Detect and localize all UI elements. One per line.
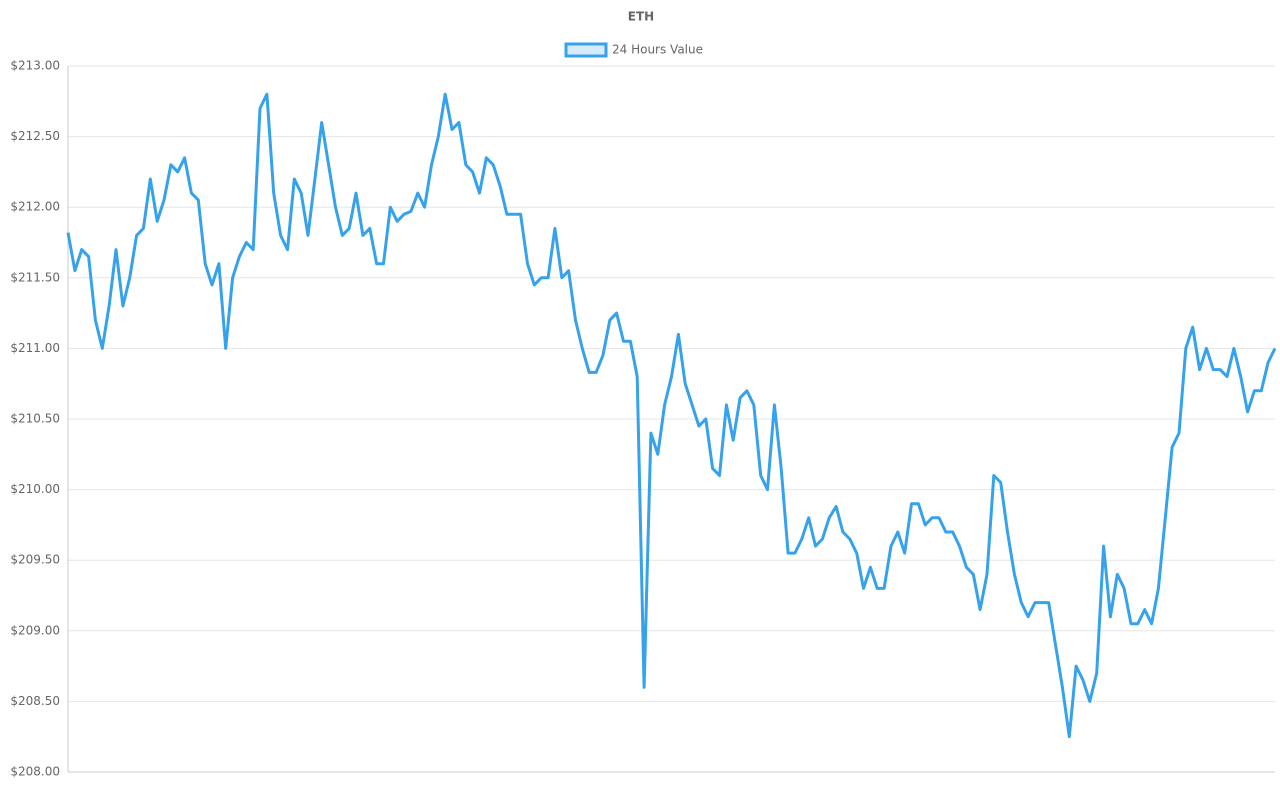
- y-tick-label: $210.50: [10, 412, 60, 426]
- y-tick-label: $210.00: [10, 482, 60, 496]
- y-tick-label: $211.50: [10, 270, 60, 284]
- y-tick-label: $208.00: [10, 765, 60, 779]
- y-tick-label: $213.00: [10, 59, 60, 73]
- price-line: [66, 92, 1277, 739]
- legend-swatch: [564, 42, 608, 58]
- y-tick-label: $212.00: [10, 200, 60, 214]
- y-tick-label: $208.50: [10, 694, 60, 708]
- y-tick-label: $209.00: [10, 623, 60, 637]
- chart-title: ETH: [628, 10, 654, 24]
- y-tick-label: $211.00: [10, 341, 60, 355]
- legend-label: 24 Hours Value: [612, 43, 703, 57]
- y-tick-label: $212.50: [10, 129, 60, 143]
- y-tick-label: $209.50: [10, 553, 60, 567]
